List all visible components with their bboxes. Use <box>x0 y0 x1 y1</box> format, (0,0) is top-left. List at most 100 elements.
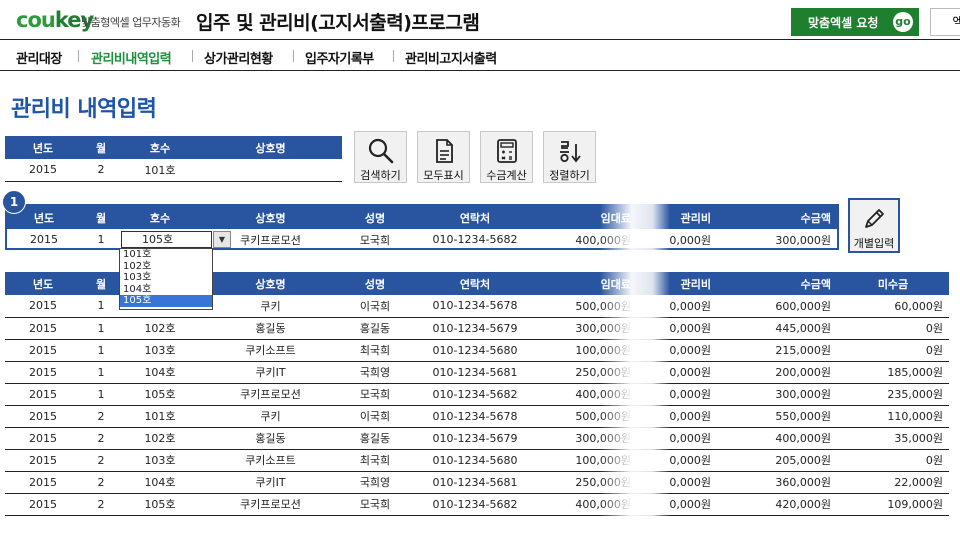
table-cell: 2015 <box>5 383 81 406</box>
table-cell: 1 <box>81 339 121 362</box>
column-header: 호수 <box>121 136 199 159</box>
table-cell: 105호 <box>121 493 199 516</box>
column-header: 년도 <box>5 272 81 295</box>
dropdown-option[interactable]: 103호 <box>123 272 152 284</box>
table-row[interactable]: 2015 2 101호 쿠키 이국희 010-1234-5678 500,000원 0,000… <box>5 405 949 428</box>
table-cell: 250,000원 <box>542 361 637 384</box>
table-cell: 쿠키소프트 <box>199 449 342 472</box>
search-button[interactable]: 검색하기 <box>354 131 407 183</box>
entry-phone-cell[interactable]: 010-1234-5682 <box>432 233 518 246</box>
table-cell: 홍길동 <box>342 317 408 340</box>
custom-excel-request-button[interactable]: 맞춤엑셀 요청 go <box>791 8 919 36</box>
table-cell: 445,000원 <box>717 317 837 340</box>
individual-entry-button[interactable]: 개별입력 <box>848 198 900 253</box>
table-cell: 300,000원 <box>542 317 637 340</box>
table-cell: 2015 <box>5 405 81 428</box>
table-row[interactable]: 2015 2 105호 쿠키프로모션 모국희 010-1234-5682 400,000원 0… <box>5 493 949 516</box>
show-all-button-label: 모두표시 <box>423 169 464 182</box>
table-cell: 60,000원 <box>837 295 949 318</box>
nav-item-management-ledger[interactable]: 관리대장 <box>16 52 62 67</box>
table-cell: 2 <box>81 449 121 472</box>
table-cell: 101호 <box>121 405 199 428</box>
table-cell: 최국희 <box>342 339 408 362</box>
sort-button[interactable]: 정렬하기 <box>543 131 596 183</box>
entry-fee-cell[interactable]: 0,000원 <box>669 233 711 247</box>
dropdown-option[interactable]: 102호 <box>123 260 152 272</box>
entry-rent-cell[interactable]: 400,000원 <box>575 233 631 247</box>
table-cell: 102호 <box>121 317 199 340</box>
table-cell: 국희영 <box>342 471 408 494</box>
search-year-cell[interactable]: 2015 <box>5 159 81 182</box>
table-row[interactable]: 2015 2 104호 쿠키IT 국희영 010-1234-5681 250,000원 0,0… <box>5 471 949 494</box>
column-header: 상호명 <box>199 272 342 295</box>
search-criteria-table: 년도 월 호수 상호명 2015 2 101호 <box>5 136 342 182</box>
table-cell: 360,000원 <box>717 471 837 494</box>
table-cell: 010-1234-5678 <box>408 405 542 428</box>
table-cell: 2015 <box>5 317 81 340</box>
table-row[interactable]: 2015 1 102호 홍길동 홍길동 010-1234-5679 300,000원 0,00… <box>5 317 949 340</box>
unit-dropdown-list: 101호 102호 103호 104호 105호 <box>119 248 213 310</box>
coukey-logo[interactable]: coukey <box>16 8 94 32</box>
dropdown-option-selected[interactable]: 105호 <box>120 295 212 307</box>
table-row[interactable]: 2015 1 103호 쿠키소프트 최국희 010-1234-5680 100,000원 0,… <box>5 339 949 362</box>
table-cell: 235,000원 <box>837 383 949 406</box>
unit-combobox[interactable]: 105호 ▼ <box>121 231 231 248</box>
table-row[interactable]: 2015 1 104호 쿠키IT 국희영 010-1234-5681 250,000원 0,0… <box>5 361 949 384</box>
column-header: 수금액 <box>717 206 837 229</box>
entry-year-cell[interactable]: 2015 <box>30 233 58 246</box>
entry-form-table: 년도 월 호수 상호명 성명 연락처 임대료 관리비 수금액 2015 1 10… <box>7 206 837 250</box>
search-month-cell[interactable]: 2 <box>81 159 121 182</box>
column-header: 관리비 <box>637 206 717 229</box>
sort-button-label: 정렬하기 <box>549 169 590 182</box>
table-row[interactable]: 2015 2 102호 홍길동 홍길동 010-1234-5679 300,000원 0,00… <box>5 427 949 450</box>
show-all-button[interactable]: 모두표시 <box>417 131 470 183</box>
table-cell: 2 <box>81 405 121 428</box>
table-cell: 010-1234-5680 <box>408 339 542 362</box>
table-cell: 2015 <box>5 471 81 494</box>
entry-month-cell[interactable]: 1 <box>97 233 105 246</box>
main-nav: 관리대장 관리비내역입력 상가관리현황 입주자기록부 관리비고지서출력 <box>0 40 960 71</box>
entry-name-cell[interactable]: 모국희 <box>359 233 391 247</box>
table-cell: 2015 <box>5 449 81 472</box>
table-cell: 0원 <box>837 339 949 362</box>
column-header: 상호명 <box>199 136 342 159</box>
search-business-cell[interactable] <box>199 159 342 182</box>
table-cell: 010-1234-5679 <box>408 317 542 340</box>
table-cell: 500,000원 <box>542 405 637 428</box>
collection-calc-button[interactable]: 수금계산 <box>480 131 533 183</box>
entry-unit-cell[interactable]: 105호 ▼ <box>121 229 231 250</box>
entry-business-cell[interactable]: 쿠키프로모션 <box>240 233 301 247</box>
table-cell: 0,000원 <box>637 493 717 516</box>
table-cell: 100,000원 <box>542 449 637 472</box>
partial-header-button[interactable]: 엑 <box>930 8 960 36</box>
table-cell: 쿠키프로모션 <box>199 383 342 406</box>
table-cell: 205,000원 <box>717 449 837 472</box>
nav-item-notice-print[interactable]: 관리비고지서출력 <box>405 52 497 67</box>
table-cell: 0원 <box>837 449 949 472</box>
nav-item-fee-entry[interactable]: 관리비내역입력 <box>91 52 172 67</box>
pencil-icon <box>865 209 884 228</box>
nav-item-tenant-records[interactable]: 입주자기록부 <box>305 52 374 67</box>
dropdown-option[interactable]: 101호 <box>123 249 152 260</box>
column-header: 미수금 <box>837 272 949 295</box>
table-cell: 2 <box>81 471 121 494</box>
nav-item-store-status[interactable]: 상가관리현황 <box>204 52 273 67</box>
table-row[interactable]: 2015 1 105호 쿠키프로모션 모국희 010-1234-5682 400,000원 0… <box>5 383 949 406</box>
column-header: 수금액 <box>717 272 837 295</box>
entry-collected-cell[interactable]: 300,000원 <box>775 233 831 247</box>
nav-divider <box>293 50 294 62</box>
column-header: 관리비 <box>637 272 717 295</box>
search-unit-cell[interactable]: 101호 <box>121 159 199 182</box>
dropdown-option[interactable]: 104호 <box>123 283 152 295</box>
table-cell: 쿠키IT <box>199 471 342 494</box>
table-cell: 쿠키 <box>199 295 342 318</box>
chevron-down-icon[interactable]: ▼ <box>213 231 231 248</box>
table-cell: 2015 <box>5 295 81 318</box>
table-row[interactable]: 2015 2 103호 쿠키소프트 최국희 010-1234-5680 100,000원 0,… <box>5 449 949 472</box>
column-header: 임대료 <box>542 206 637 229</box>
nav-divider <box>78 50 79 62</box>
entry-form-frame <box>5 204 839 250</box>
table-cell: 국희영 <box>342 361 408 384</box>
table-cell: 300,000원 <box>542 427 637 450</box>
table-cell: 400,000원 <box>542 383 637 406</box>
